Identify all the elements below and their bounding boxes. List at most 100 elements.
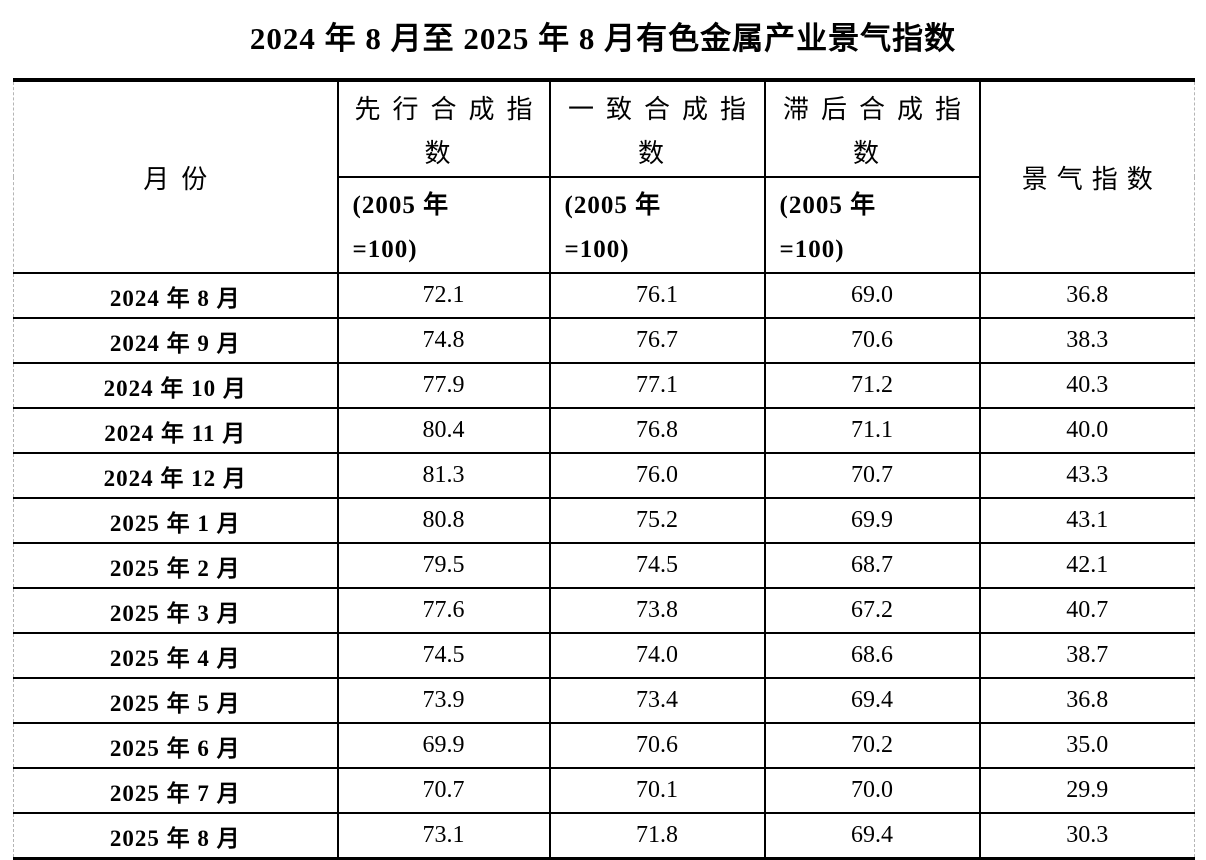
month-cell: 2025 年 5 月: [13, 677, 339, 724]
col-unit-coincident-line1: (2005 年: [564, 192, 662, 219]
leading-index-cell: 73.9: [336, 677, 551, 724]
lagging-index-cell: 69.4: [763, 677, 981, 724]
month-cell: 2025 年 2 月: [13, 542, 339, 589]
col-unit-leading-line1: (2005 年: [352, 192, 450, 219]
col-header-leading-line2: 数: [424, 139, 463, 168]
month-cell: 2025 年 8 月: [13, 812, 339, 860]
lagging-index-cell: 70.2: [763, 722, 981, 769]
prosperity-index-cell: 38.7: [978, 632, 1195, 679]
prosperity-index-cell: 40.0: [978, 407, 1195, 454]
month-cell: 2025 年 1 月: [13, 497, 339, 544]
leading-index-cell: 80.8: [336, 497, 551, 544]
prosperity-index-cell: 43.3: [978, 452, 1195, 499]
col-header-prosperity: 景气指数: [978, 78, 1195, 274]
table-row: 2025 年 6 月 69.9 70.6 70.2 35.0: [13, 722, 1195, 769]
table-row: 2025 年 5 月 73.9 73.4 69.4 36.8: [13, 677, 1195, 724]
prosperity-index-cell: 29.9: [978, 767, 1195, 814]
leading-index-cell: 77.6: [336, 587, 551, 634]
coincident-index-cell: 70.1: [548, 767, 766, 814]
lagging-index-cell: 68.6: [763, 632, 981, 679]
col-header-coincident-index: 一致合成指 数: [548, 78, 766, 178]
prosperity-index-table: 月份 先行合成指 数 一致合成指 数 滞后合成指 数 景气指数 (2005 年: [13, 78, 1195, 860]
leading-index-cell: 74.8: [336, 317, 551, 364]
table-row: 2025 年 2 月 79.5 74.5 68.7 42.1: [13, 542, 1195, 589]
col-unit-coincident-line2: =100): [564, 236, 630, 263]
col-header-lagging-line1: 滞后合成指: [782, 95, 973, 124]
table-row: 2025 年 3 月 77.6 73.8 67.2 40.7: [13, 587, 1195, 634]
leading-index-cell: 73.1: [336, 812, 551, 860]
table-header: 月份 先行合成指 数 一致合成指 数 滞后合成指 数 景气指数 (2005 年: [13, 78, 1195, 274]
coincident-index-cell: 77.1: [548, 362, 766, 409]
leading-index-cell: 80.4: [336, 407, 551, 454]
prosperity-index-cell: 35.0: [978, 722, 1195, 769]
coincident-index-cell: 76.0: [548, 452, 766, 499]
coincident-index-cell: 76.7: [548, 317, 766, 364]
month-cell: 2025 年 3 月: [13, 587, 339, 634]
leading-index-cell: 69.9: [336, 722, 551, 769]
lagging-index-cell: 70.6: [763, 317, 981, 364]
coincident-index-cell: 76.1: [548, 272, 766, 319]
col-unit-lagging-line1: (2005 年: [779, 192, 877, 219]
col-header-leading-index: 先行合成指 数: [336, 78, 551, 178]
table-row: 2024 年 11 月 80.4 76.8 71.1 40.0: [13, 407, 1195, 454]
lagging-index-cell: 69.4: [763, 812, 981, 860]
prosperity-index-cell: 43.1: [978, 497, 1195, 544]
table-row: 2025 年 7 月 70.7 70.1 70.0 29.9: [13, 767, 1195, 814]
prosperity-index-cell: 40.3: [978, 362, 1195, 409]
coincident-index-cell: 73.8: [548, 587, 766, 634]
coincident-index-cell: 74.0: [548, 632, 766, 679]
leading-index-cell: 74.5: [336, 632, 551, 679]
prosperity-index-cell: 42.1: [978, 542, 1195, 589]
table-row: 2025 年 8 月 73.1 71.8 69.4 30.3: [13, 812, 1195, 860]
col-header-lagging-line2: 数: [852, 139, 891, 168]
month-cell: 2025 年 6 月: [13, 722, 339, 769]
table-row: 2025 年 4 月 74.5 74.0 68.6 38.7: [13, 632, 1195, 679]
month-cell: 2025 年 4 月: [13, 632, 339, 679]
lagging-index-cell: 68.7: [763, 542, 981, 589]
lagging-index-cell: 69.0: [763, 272, 981, 319]
prosperity-index-cell: 40.7: [978, 587, 1195, 634]
month-cell: 2024 年 12 月: [13, 452, 339, 499]
lagging-index-cell: 71.2: [763, 362, 981, 409]
month-cell: 2024 年 8 月: [13, 272, 339, 319]
col-unit-coincident: (2005 年 =100): [548, 176, 766, 274]
month-cell: 2024 年 11 月: [13, 407, 339, 454]
coincident-index-cell: 76.8: [548, 407, 766, 454]
table-row: 2024 年 8 月 72.1 76.1 69.0 36.8: [13, 272, 1195, 319]
table-container: 月份 先行合成指 数 一致合成指 数 滞后合成指 数 景气指数 (2005 年: [13, 78, 1195, 860]
month-cell: 2024 年 9 月: [13, 317, 339, 364]
table-body: 2024 年 8 月 72.1 76.1 69.0 36.8 2024 年 9 …: [13, 272, 1195, 860]
col-header-coincident-line1: 一致合成指: [567, 95, 758, 124]
leading-index-cell: 72.1: [336, 272, 551, 319]
col-header-month: 月份: [13, 78, 339, 274]
month-cell: 2024 年 10 月: [13, 362, 339, 409]
coincident-index-cell: 71.8: [548, 812, 766, 860]
page-title: 2024 年 8 月至 2025 年 8 月有色金属产业景气指数: [249, 21, 957, 56]
col-header-leading-line1: 先行合成指: [354, 95, 545, 124]
leading-index-cell: 70.7: [336, 767, 551, 814]
coincident-index-cell: 74.5: [548, 542, 766, 589]
lagging-index-cell: 70.7: [763, 452, 981, 499]
lagging-index-cell: 69.9: [763, 497, 981, 544]
leading-index-cell: 77.9: [336, 362, 551, 409]
col-unit-leading-line2: =100): [352, 236, 418, 263]
col-unit-leading: (2005 年 =100): [336, 176, 551, 274]
col-unit-lagging-line2: =100): [779, 236, 845, 263]
col-header-lagging-index: 滞后合成指 数: [763, 78, 981, 178]
table-row: 2025 年 1 月 80.8 75.2 69.9 43.1: [13, 497, 1195, 544]
month-cell: 2025 年 7 月: [13, 767, 339, 814]
coincident-index-cell: 73.4: [548, 677, 766, 724]
table-row: 2024 年 10 月 77.9 77.1 71.2 40.3: [13, 362, 1195, 409]
coincident-index-cell: 70.6: [548, 722, 766, 769]
table-row: 2024 年 12 月 81.3 76.0 70.7 43.3: [13, 452, 1195, 499]
prosperity-index-cell: 38.3: [978, 317, 1195, 364]
table-row: 2024 年 9 月 74.8 76.7 70.6 38.3: [13, 317, 1195, 364]
prosperity-index-cell: 30.3: [978, 812, 1195, 860]
lagging-index-cell: 70.0: [763, 767, 981, 814]
prosperity-index-cell: 36.8: [978, 272, 1195, 319]
leading-index-cell: 79.5: [336, 542, 551, 589]
col-unit-lagging: (2005 年 =100): [763, 176, 981, 274]
col-header-coincident-line2: 数: [637, 139, 676, 168]
lagging-index-cell: 71.1: [763, 407, 981, 454]
lagging-index-cell: 67.2: [763, 587, 981, 634]
